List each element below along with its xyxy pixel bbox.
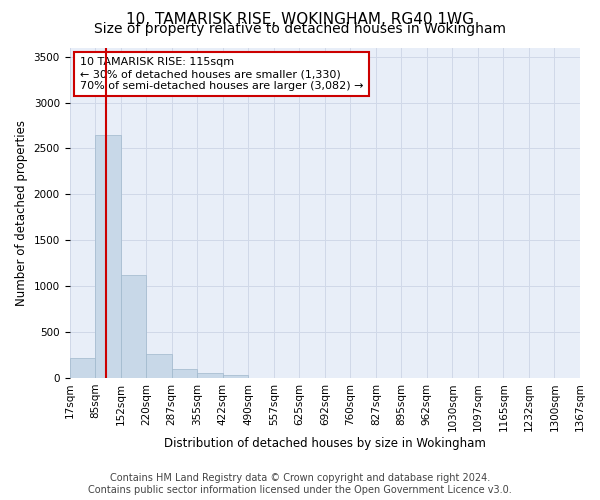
X-axis label: Distribution of detached houses by size in Wokingham: Distribution of detached houses by size …	[164, 437, 486, 450]
Bar	[197, 373, 223, 378]
Text: 10, TAMARISK RISE, WOKINGHAM, RG40 1WG: 10, TAMARISK RISE, WOKINGHAM, RG40 1WG	[126, 12, 474, 28]
Text: Contains HM Land Registry data © Crown copyright and database right 2024.
Contai: Contains HM Land Registry data © Crown c…	[88, 474, 512, 495]
Y-axis label: Number of detached properties: Number of detached properties	[15, 120, 28, 306]
Bar	[95, 134, 121, 378]
Bar	[172, 369, 197, 378]
Bar	[223, 375, 248, 378]
Text: Size of property relative to detached houses in Wokingham: Size of property relative to detached ho…	[94, 22, 506, 36]
Bar	[146, 354, 172, 378]
Bar	[121, 275, 146, 378]
Text: 10 TAMARISK RISE: 115sqm
← 30% of detached houses are smaller (1,330)
70% of sem: 10 TAMARISK RISE: 115sqm ← 30% of detach…	[80, 58, 363, 90]
Bar	[70, 358, 95, 378]
